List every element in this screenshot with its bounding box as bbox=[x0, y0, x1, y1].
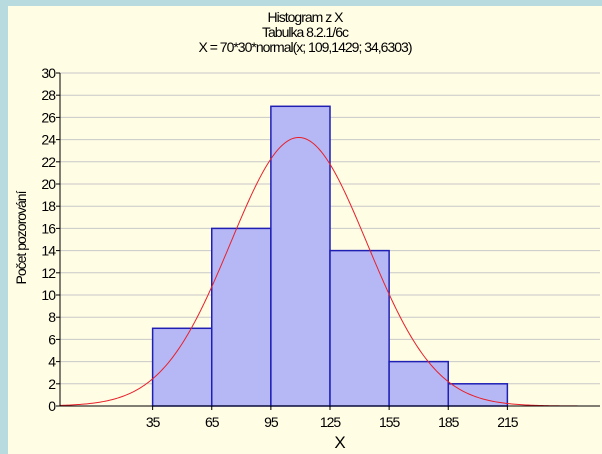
x-axis-label: X bbox=[334, 433, 345, 452]
y-tick-label: 22 bbox=[41, 154, 56, 170]
x-tick-label: 215 bbox=[497, 414, 519, 430]
x-tick-label: 185 bbox=[438, 414, 460, 430]
x-tick-label: 35 bbox=[146, 414, 161, 430]
histogram-bar bbox=[151, 327, 213, 407]
y-tick-label: 6 bbox=[48, 331, 56, 347]
y-tick-label: 8 bbox=[48, 309, 56, 325]
chart-subtitle: Tabulka 8.2.1/6c bbox=[262, 24, 349, 40]
y-tick-label: 16 bbox=[41, 220, 56, 236]
x-tick-label: 65 bbox=[205, 414, 220, 430]
y-tick-label: 4 bbox=[48, 354, 56, 370]
y-tick-label: 14 bbox=[41, 243, 56, 259]
x-tick-label: 155 bbox=[379, 414, 401, 430]
chart-panel: Histogram z X Tabulka 8.2.1/6c X = 70*30… bbox=[8, 6, 602, 454]
y-tick-label: 0 bbox=[48, 398, 56, 414]
y-axis-label: Počet pozorování bbox=[13, 190, 29, 284]
fit-formula-label: X = 70*30*normal(x; 109,1429; 34,6303) bbox=[198, 39, 412, 55]
y-tick-label: 26 bbox=[41, 109, 56, 125]
histogram-bars bbox=[151, 105, 509, 407]
histogram-bar bbox=[270, 105, 331, 407]
y-tick-label: 30 bbox=[41, 65, 56, 81]
y-tick-label: 12 bbox=[41, 265, 56, 281]
x-tick-label: 95 bbox=[264, 414, 279, 430]
histogram-bar bbox=[211, 227, 272, 407]
y-tick-label: 18 bbox=[41, 198, 56, 214]
axes bbox=[56, 72, 600, 410]
y-tick-label: 28 bbox=[41, 87, 56, 103]
chart-titles: Histogram z X Tabulka 8.2.1/6c X = 70*30… bbox=[8, 10, 602, 55]
normal-fit-curve bbox=[59, 136, 600, 407]
y-tick-label: 20 bbox=[41, 176, 56, 192]
x-tick-labels: 35 65 95 125 155 185 215 bbox=[146, 414, 520, 430]
histogram-bar bbox=[388, 360, 449, 407]
chart-title: Histogram z X bbox=[267, 9, 344, 25]
y-tick-label: 2 bbox=[48, 376, 56, 392]
histogram-bar bbox=[329, 249, 390, 407]
y-tick-label: 10 bbox=[41, 287, 56, 303]
y-tick-label: 24 bbox=[41, 132, 56, 148]
x-tick-label: 125 bbox=[320, 414, 342, 430]
